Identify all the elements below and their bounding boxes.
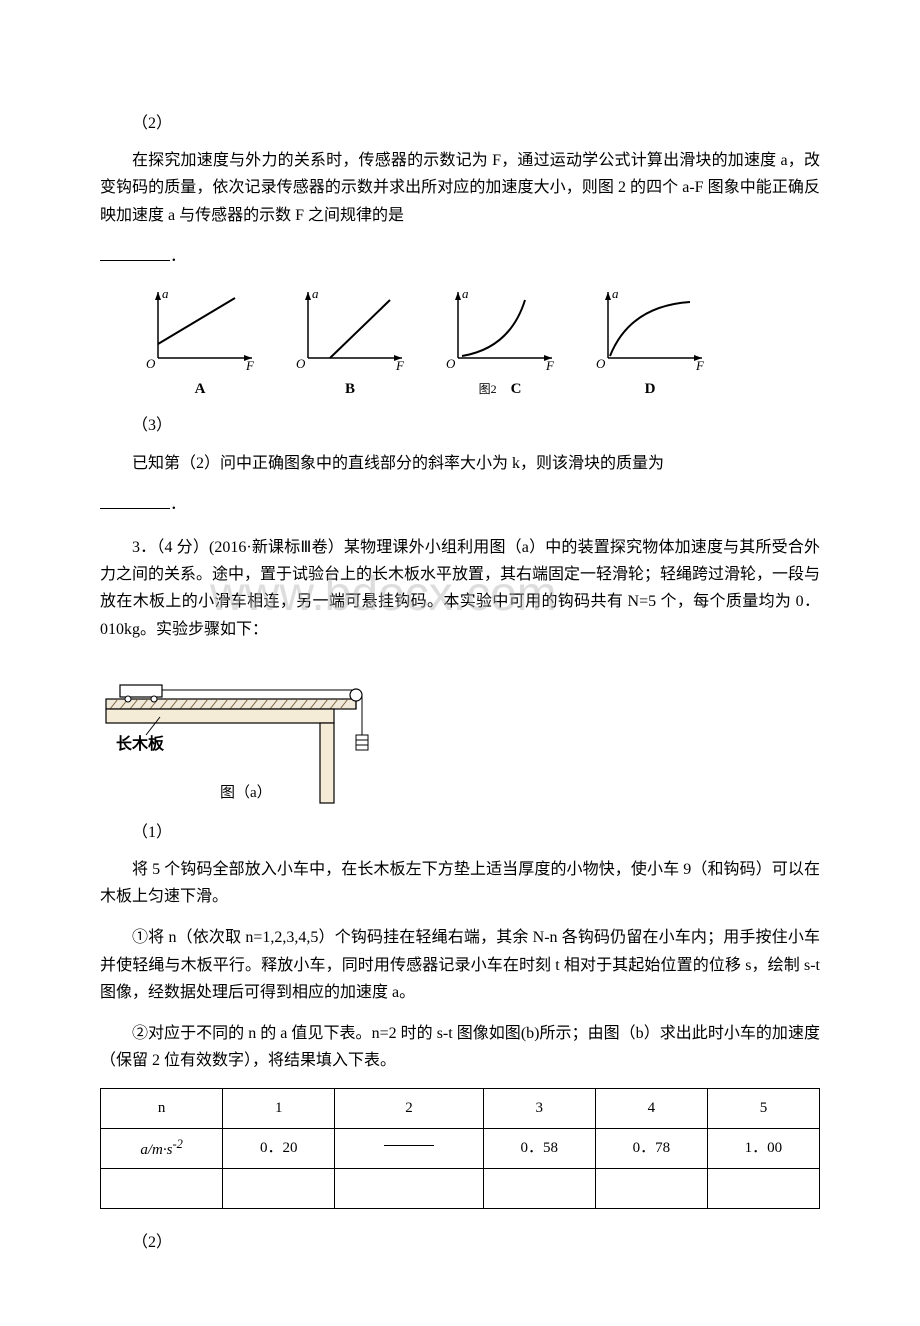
td-e1 <box>223 1169 335 1209</box>
subsection-2-number: （2） <box>100 110 820 137</box>
graph-c-svg: a F O <box>440 286 560 371</box>
subsection-3-text: 已知第（2）问中正确图象中的直线部分的斜率大小为 k，则该滑块的质量为 <box>100 450 820 477</box>
subsection-2-text: 在探究加速度与外力的关系时，传感器的示数记为 F，通过运动学公式计算出滑块的加速… <box>100 147 820 229</box>
th-2: 2 <box>335 1089 483 1129</box>
svg-text:O: O <box>446 356 456 371</box>
svg-text:F: F <box>545 358 555 371</box>
svg-text:a: a <box>312 286 319 301</box>
td-e0 <box>101 1169 223 1209</box>
td-e5 <box>707 1169 819 1209</box>
graph-d-svg: a F O <box>590 286 710 371</box>
graph-b: a F O B <box>290 286 410 403</box>
blank-suffix-1: ． <box>170 248 186 265</box>
apparatus-svg: 长木板 图（a） <box>100 657 390 807</box>
graph-a-svg: a F O <box>140 286 260 371</box>
td-a1: 0．20 <box>223 1129 335 1169</box>
td-a3: 0．58 <box>483 1129 595 1169</box>
subsection-3-body: 已知第（2）问中正确图象中的直线部分的斜率大小为 k，则该滑块的质量为 <box>132 455 664 472</box>
td-a4: 0．78 <box>595 1129 707 1169</box>
graph-b-label: B <box>345 377 355 403</box>
th-1: 1 <box>223 1089 335 1129</box>
board-label-text: 长木板 <box>116 734 165 753</box>
blank-suffix-2: ． <box>170 496 186 513</box>
svg-text:F: F <box>695 358 705 371</box>
svg-text:a: a <box>612 286 619 301</box>
td-unit: a/m·s-2 <box>101 1129 223 1169</box>
svg-text:O: O <box>296 356 306 371</box>
th-3: 3 <box>483 1089 595 1129</box>
th-4: 4 <box>595 1089 707 1129</box>
apparatus-figure: 长木板 图（a） <box>100 657 390 807</box>
table-row-header: n 1 2 3 4 5 <box>101 1089 820 1129</box>
table-row-a: a/m·s-2 0．20 0．58 0．78 1．00 <box>101 1129 820 1169</box>
graph-c: a F O 图2 C <box>440 286 560 403</box>
graph-c-label: C <box>511 377 522 403</box>
td-a5: 1．00 <box>707 1129 819 1169</box>
svg-text:a: a <box>162 286 169 301</box>
step-1-number: （1） <box>100 819 820 846</box>
graph-a-label: A <box>195 377 206 403</box>
trailing-subsection-2: （2） <box>100 1229 820 1256</box>
subsection-3-number: （3） <box>100 412 820 439</box>
graph-d: a F O D <box>590 286 710 403</box>
graph-a: a F O A <box>140 286 260 403</box>
data-table: n 1 2 3 4 5 a/m·s-2 0．20 0．58 0．78 1．00 <box>100 1088 820 1209</box>
graphs-mid-caption: 图2 <box>479 379 497 399</box>
table-row-empty <box>101 1169 820 1209</box>
svg-text:a: a <box>462 286 469 301</box>
svg-text:F: F <box>395 358 405 371</box>
graph-b-svg: a F O <box>290 286 410 371</box>
td-e2 <box>335 1169 483 1209</box>
graph-d-label: D <box>645 377 656 403</box>
step-1-text: 将 5 个钩码全部放入小车中，在长木板左下方垫上适当厚度的小物快，使小车 9（和… <box>100 856 820 910</box>
td-e4 <box>595 1169 707 1209</box>
af-graphs-row: a F O A a F O B a F O <box>140 286 820 403</box>
circled-2-text: ②对应于不同的 n 的 a 值见下表。n=2 时的 s-t 图像如图(b)所示；… <box>100 1020 820 1074</box>
svg-text:O: O <box>146 356 156 371</box>
th-5: 5 <box>707 1089 819 1129</box>
question-3-heading: 3．（4 分）(2016·新课标Ⅲ卷）某物理课外小组利用图（a）中的装置探究物体… <box>100 534 820 643</box>
subsection-2-body: 在探究加速度与外力的关系时，传感器的示数记为 F，通过运动学公式计算出滑块的加速… <box>100 152 820 223</box>
blank-fill-1: ． <box>100 243 820 270</box>
td-e3 <box>483 1169 595 1209</box>
blank-fill-2: ． <box>100 491 820 518</box>
fig-a-caption: 图（a） <box>220 784 272 801</box>
svg-text:F: F <box>245 358 255 371</box>
circled-1-text: ①将 n（依次取 n=1,2,3,4,5）个钩码挂在轻绳右端，其余 N-n 各钩… <box>100 924 820 1006</box>
svg-text:O: O <box>596 356 606 371</box>
th-n: n <box>101 1089 223 1129</box>
td-a2-blank <box>335 1129 483 1169</box>
